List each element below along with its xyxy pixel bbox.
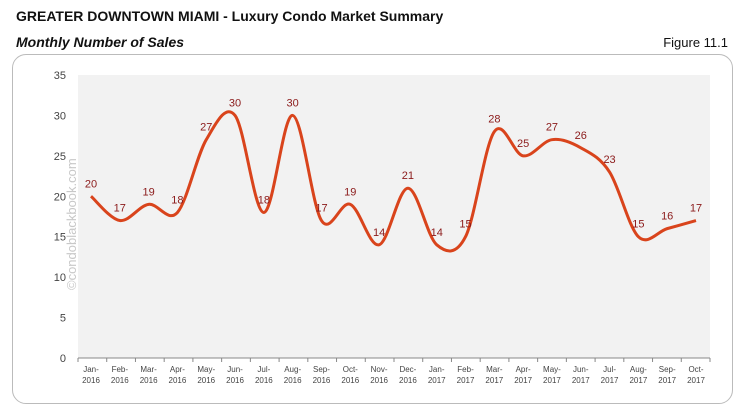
y-tick-label: 25 bbox=[54, 151, 66, 163]
x-tick-label: May-2017 bbox=[543, 365, 561, 385]
x-tick-label: Sep-2016 bbox=[313, 365, 331, 385]
data-label: 21 bbox=[402, 170, 414, 182]
data-label: 18 bbox=[171, 194, 183, 206]
data-label: 28 bbox=[488, 114, 500, 126]
chart-frame bbox=[12, 54, 733, 404]
x-tick-label: May-2016 bbox=[197, 365, 215, 385]
x-tick-label: Sep-2017 bbox=[658, 365, 676, 385]
data-label: 27 bbox=[200, 122, 212, 134]
chart-title: GREATER DOWNTOWN MIAMI - Luxury Condo Ma… bbox=[16, 8, 444, 24]
x-tick-label: Apr-2017 bbox=[514, 365, 532, 385]
x-tick-label: Dec-2016 bbox=[399, 365, 417, 385]
series-line bbox=[89, 110, 697, 253]
y-tick-label: 30 bbox=[54, 110, 66, 122]
y-tick-label: 5 bbox=[60, 313, 66, 325]
x-tick-label: Jul-2017 bbox=[601, 365, 619, 385]
data-label: 18 bbox=[258, 194, 270, 206]
data-label: 25 bbox=[517, 138, 529, 150]
x-tick-label: Jan-2016 bbox=[82, 365, 100, 385]
x-tick-label: Feb-2017 bbox=[457, 365, 475, 385]
x-tick-label: Jun-2016 bbox=[226, 365, 244, 385]
x-tick-label: Aug-2017 bbox=[629, 365, 647, 385]
data-label: 30 bbox=[287, 97, 299, 109]
y-tick-label: 20 bbox=[54, 191, 66, 203]
data-label: 15 bbox=[632, 219, 644, 231]
data-label: 26 bbox=[575, 130, 587, 142]
data-label: 14 bbox=[373, 227, 385, 239]
data-label: 19 bbox=[142, 186, 154, 198]
x-tick-label: Feb-2016 bbox=[111, 365, 129, 385]
data-label: 27 bbox=[546, 122, 558, 134]
data-label: 30 bbox=[229, 97, 241, 109]
x-tick-label: Oct-2017 bbox=[687, 365, 705, 385]
x-tick-label: Mar-2016 bbox=[140, 365, 158, 385]
data-label: 17 bbox=[114, 203, 126, 215]
chart-subtitle: Monthly Number of Sales bbox=[16, 34, 185, 50]
x-tick-label: Mar-2017 bbox=[485, 365, 503, 385]
y-tick-label: 35 bbox=[54, 70, 66, 82]
x-tick-label: Aug-2016 bbox=[284, 365, 302, 385]
x-tick-label: Jun-2017 bbox=[572, 365, 590, 385]
data-label: 20 bbox=[85, 178, 97, 190]
x-tick-label: Apr-2016 bbox=[169, 365, 187, 385]
y-tick-label: 0 bbox=[60, 353, 66, 365]
data-label: 19 bbox=[344, 186, 356, 198]
x-tick-label: Jan-2017 bbox=[428, 365, 446, 385]
x-tick-label: Jul-2016 bbox=[255, 365, 273, 385]
x-tick-label: Oct-2016 bbox=[341, 365, 359, 385]
data-label: 15 bbox=[459, 219, 471, 231]
y-tick-label: 10 bbox=[54, 272, 66, 284]
data-label: 17 bbox=[690, 203, 702, 215]
watermark: ©condoblackbook.com bbox=[64, 158, 79, 290]
y-tick-label: 15 bbox=[54, 232, 66, 244]
data-label: 14 bbox=[431, 227, 443, 239]
data-label: 23 bbox=[603, 154, 615, 166]
figure-number: Figure 11.1 bbox=[663, 35, 728, 50]
x-tick-label: Nov-2016 bbox=[370, 365, 388, 385]
data-label: 16 bbox=[661, 211, 673, 223]
data-label: 17 bbox=[315, 203, 327, 215]
